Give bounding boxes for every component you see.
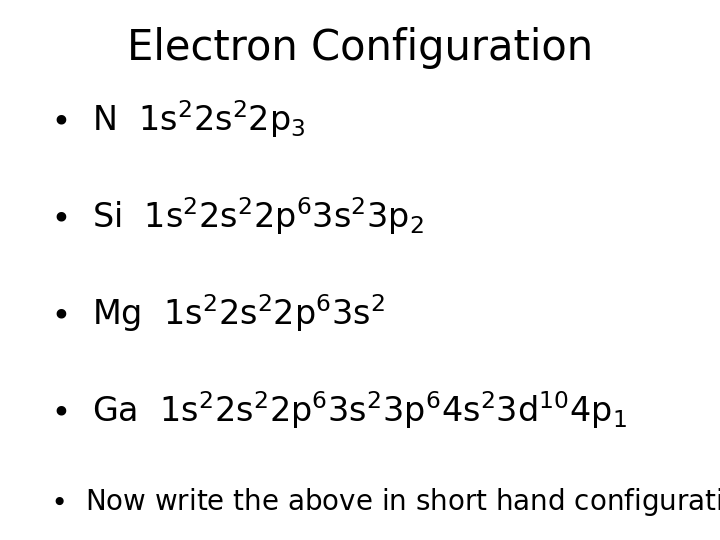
Text: Electron Configuration: Electron Configuration [127,27,593,69]
Text: $\bullet$  N  1s$^{2}$2s$^{2}$2p$_{3}$: $\bullet$ N 1s$^{2}$2s$^{2}$2p$_{3}$ [50,98,306,140]
Text: $\bullet$  Ga  1s$^{2}$2s$^{2}$2p$^{6}$3s$^{2}$3p$^{6}$4s$^{2}$3d$^{10}$4p$_{1}$: $\bullet$ Ga 1s$^{2}$2s$^{2}$2p$^{6}$3s$… [50,389,627,431]
Text: $\bullet$  Mg  1s$^{2}$2s$^{2}$2p$^{6}$3s$^{2}$: $\bullet$ Mg 1s$^{2}$2s$^{2}$2p$^{6}$3s$… [50,292,385,334]
Text: $\bullet$  Now write the above in short hand configuration: $\bullet$ Now write the above in short h… [50,486,720,518]
Text: $\bullet$  Si  1s$^{2}$2s$^{2}$2p$^{6}$3s$^{2}$3p$_{2}$: $\bullet$ Si 1s$^{2}$2s$^{2}$2p$^{6}$3s$… [50,195,424,237]
